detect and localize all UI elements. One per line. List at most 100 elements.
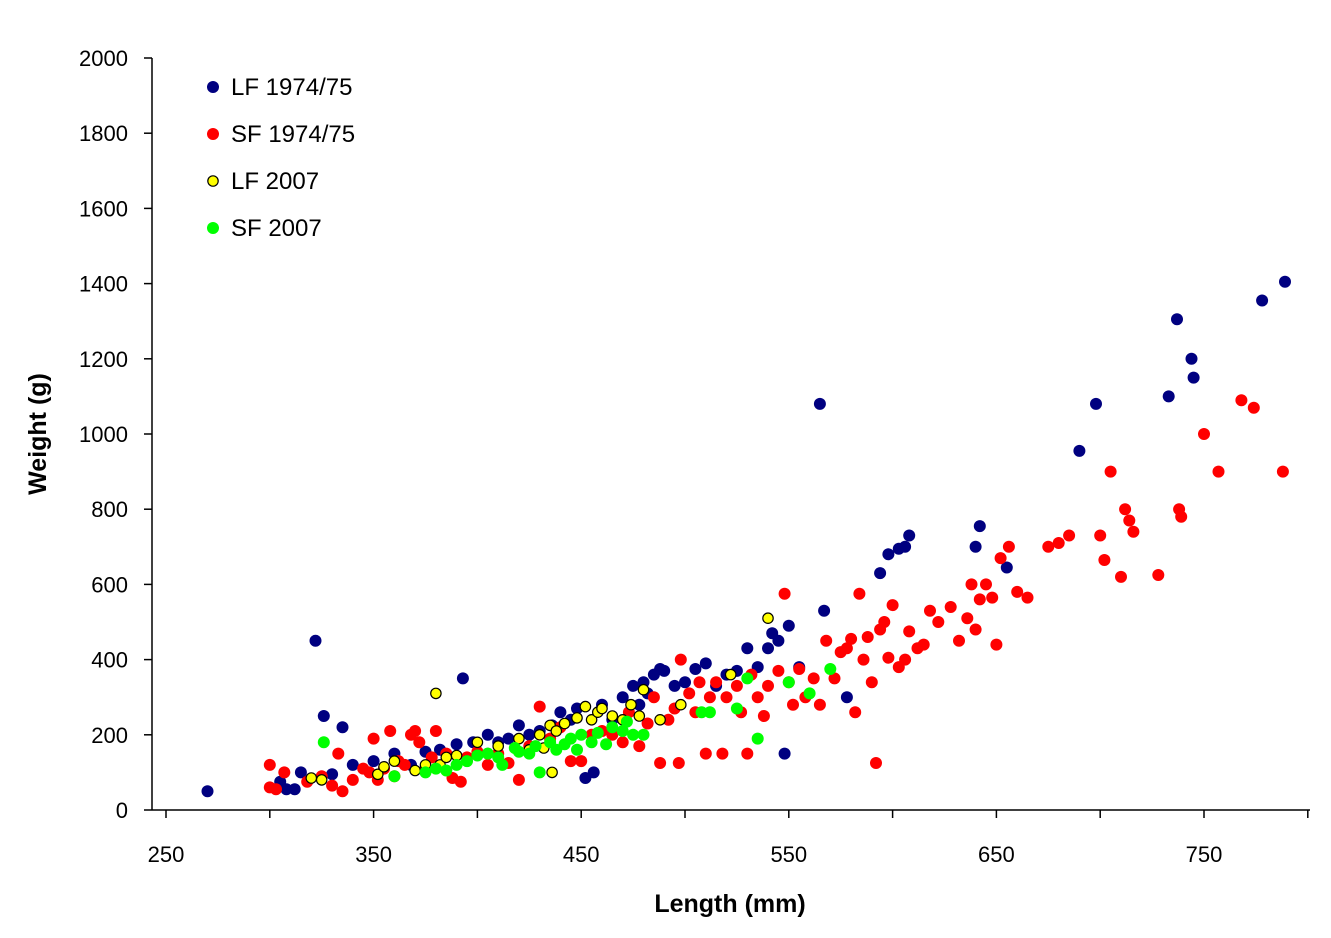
data-point <box>674 653 687 666</box>
x-tick-label: 550 <box>770 842 807 867</box>
data-point <box>1152 569 1165 581</box>
data-point <box>772 664 785 677</box>
data-point <box>336 785 349 798</box>
data-point <box>627 679 640 692</box>
data-point <box>620 715 633 728</box>
data-point <box>585 736 598 749</box>
data-point <box>813 397 826 410</box>
data-point <box>388 770 401 783</box>
data-point <box>969 623 982 636</box>
data-point <box>818 604 831 617</box>
data-point <box>512 773 525 786</box>
data-point <box>730 702 743 715</box>
data-point <box>575 755 588 768</box>
data-point <box>550 725 563 737</box>
data-point <box>492 740 504 752</box>
data-point <box>1104 465 1117 478</box>
data-point <box>1162 390 1175 403</box>
data-point <box>730 679 743 692</box>
data-point <box>481 747 494 760</box>
data-point <box>953 634 965 647</box>
data-point <box>741 642 754 655</box>
data-point <box>1002 540 1015 553</box>
legend-label: LF 2007 <box>231 168 319 195</box>
y-tick-label: 600 <box>91 572 128 597</box>
y-tick-label: 1600 <box>79 196 128 221</box>
data-point <box>371 768 384 781</box>
data-point <box>882 548 895 561</box>
data-point <box>1063 529 1076 542</box>
data-point <box>824 663 837 675</box>
data-point <box>529 740 542 753</box>
data-point <box>787 698 799 711</box>
data-point <box>757 710 770 722</box>
legend-marker <box>207 175 219 187</box>
data-point <box>600 738 613 751</box>
series-4 <box>317 663 837 783</box>
legend-label: SF 1974/75 <box>231 121 355 148</box>
data-point <box>944 601 957 613</box>
data-point <box>965 578 978 591</box>
x-tick-label: 350 <box>355 842 392 867</box>
data-point <box>751 691 764 704</box>
y-tick-label: 1800 <box>79 121 128 146</box>
data-point <box>429 762 442 775</box>
data-point <box>1123 514 1136 527</box>
data-point <box>523 728 536 741</box>
data-point <box>724 668 737 681</box>
data-point <box>689 663 702 675</box>
data-point <box>571 743 583 756</box>
data-point <box>679 676 691 689</box>
data-point <box>326 779 339 792</box>
data-point <box>288 783 301 796</box>
data-point <box>575 728 588 741</box>
data-point <box>305 772 318 784</box>
data-point <box>1279 275 1291 288</box>
data-point <box>865 676 878 689</box>
data-point <box>973 520 986 533</box>
data-point <box>596 702 608 715</box>
data-point <box>637 683 650 696</box>
y-axis-title: Weight (g) <box>24 373 52 495</box>
data-point <box>512 745 525 758</box>
data-point <box>450 758 463 771</box>
data-point <box>591 726 604 739</box>
data-point <box>1198 428 1210 440</box>
data-point <box>616 725 629 737</box>
data-point <box>683 687 696 700</box>
data-point <box>413 736 426 749</box>
data-point <box>1235 394 1248 407</box>
data-point <box>878 616 891 628</box>
data-point <box>741 672 754 685</box>
data-point <box>606 721 619 734</box>
x-tick-label: 450 <box>563 842 600 867</box>
x-tick-label: 250 <box>148 842 185 867</box>
data-point <box>668 679 681 692</box>
data-point <box>454 775 467 788</box>
legend-label: LF 1974/75 <box>231 74 352 101</box>
data-point <box>807 672 820 685</box>
data-point <box>973 593 986 606</box>
data-point <box>654 713 666 726</box>
data-point <box>398 758 411 771</box>
data-point <box>309 634 322 647</box>
data-point <box>346 758 359 771</box>
data-point <box>803 687 816 700</box>
data-point <box>409 764 421 777</box>
data-point <box>1090 397 1102 410</box>
data-point <box>980 578 992 591</box>
y-tick-label: 1400 <box>79 272 128 297</box>
data-point <box>294 766 307 779</box>
data-point <box>1115 570 1127 583</box>
data-point <box>961 612 974 625</box>
data-point <box>762 642 774 655</box>
data-point <box>419 766 432 779</box>
data-point <box>813 698 826 711</box>
data-points <box>201 275 1291 798</box>
data-point <box>990 638 1003 651</box>
data-point <box>703 706 716 719</box>
data-point <box>793 663 806 675</box>
data-point <box>782 676 795 689</box>
data-point <box>409 725 422 737</box>
legend-marker <box>207 222 219 234</box>
